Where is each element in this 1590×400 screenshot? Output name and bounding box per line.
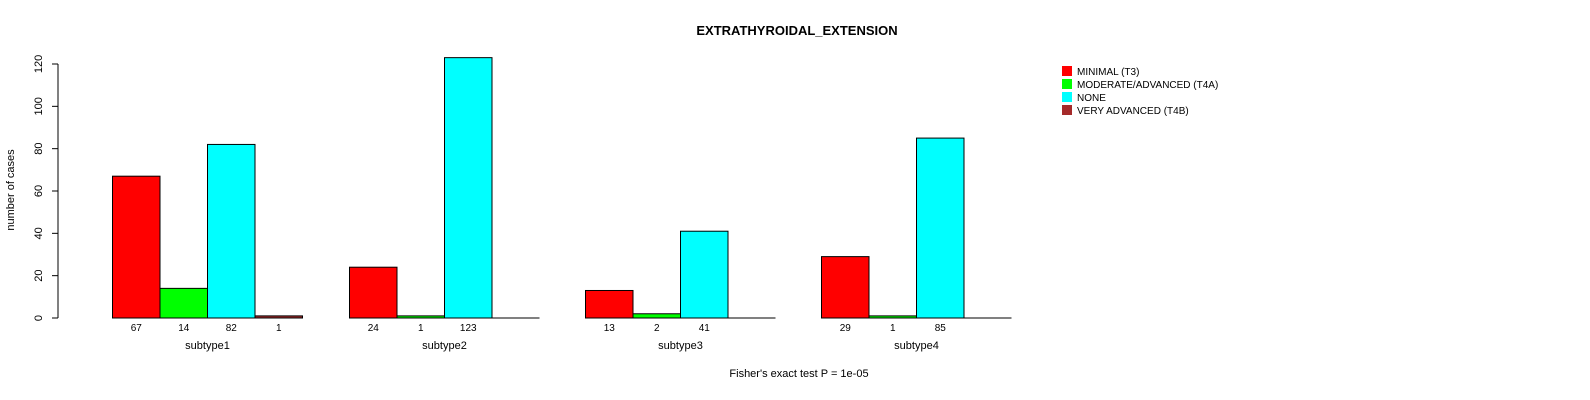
y-axis: 0 20 40 60 80 100 120 bbox=[33, 55, 59, 321]
bar-subtype3-series-2 bbox=[680, 230, 729, 319]
legend-label: MINIMAL (T3) bbox=[1077, 67, 1139, 78]
y-tick-label: 40 bbox=[33, 227, 45, 239]
y-tick-label: 120 bbox=[33, 55, 45, 73]
legend-label: VERY ADVANCED (T4B) bbox=[1077, 106, 1189, 117]
bar-value-label: 1 bbox=[276, 323, 282, 334]
bar-value-label: 2 bbox=[654, 323, 660, 334]
bar-group-subtype2: 24 1 123 subtype2 bbox=[349, 57, 540, 352]
bar-value-label: 85 bbox=[935, 323, 947, 334]
y-tick-label: 20 bbox=[33, 270, 45, 282]
bar-subtype4-series-2 bbox=[916, 137, 965, 319]
y-tick-label: 0 bbox=[33, 315, 45, 321]
bar-value-label: 29 bbox=[840, 323, 852, 334]
y-tick-label: 100 bbox=[33, 97, 45, 115]
bar-subtype2-series-2 bbox=[444, 57, 493, 319]
bar-subtype1-series-1 bbox=[159, 287, 208, 319]
category-label-subtype3: subtype3 bbox=[658, 340, 703, 352]
legend-item: NONE bbox=[1062, 92, 1106, 104]
legend-item: VERY ADVANCED (T4B) bbox=[1062, 105, 1189, 117]
bar-subtype3-series-1 bbox=[632, 313, 681, 319]
bar-group-subtype4: 29 1 85 subtype4 bbox=[821, 137, 1012, 352]
bar-subtype1-series-0 bbox=[112, 175, 161, 319]
legend-item: MODERATE/ADVANCED (T4A) bbox=[1062, 79, 1218, 91]
chart-title: EXTRATHYROIDAL_EXTENSION bbox=[696, 23, 897, 38]
legend: MINIMAL (T3) MODERATE/ADVANCED (T4A) NONE V… bbox=[1062, 66, 1218, 117]
fisher-test-footnote: Fisher's exact test P = 1e-05 bbox=[729, 368, 868, 380]
y-axis-label: number of cases bbox=[5, 149, 17, 231]
bar-subtype2-series-0 bbox=[349, 266, 398, 319]
legend-swatch bbox=[1062, 105, 1072, 115]
bar-value-label: 13 bbox=[604, 323, 616, 334]
bar-value-label: 123 bbox=[460, 323, 477, 334]
bar-value-label: 1 bbox=[890, 323, 896, 334]
bar-subtype1-series-2 bbox=[207, 143, 256, 319]
bar-group-subtype1: 67 14 82 1 subtype1 bbox=[112, 143, 303, 352]
bar-value-label: 1 bbox=[418, 323, 424, 334]
bar-value-label: 67 bbox=[131, 323, 143, 334]
y-tick-label: 80 bbox=[33, 143, 45, 155]
legend-item: MINIMAL (T3) bbox=[1062, 66, 1139, 78]
bar-subtype4-series-0 bbox=[821, 256, 870, 319]
legend-swatch bbox=[1062, 79, 1072, 89]
bar-value-label: 14 bbox=[178, 323, 190, 334]
category-label-subtype1: subtype1 bbox=[185, 340, 230, 352]
bar-value-label: 24 bbox=[368, 323, 380, 334]
bar-subtype3-series-0 bbox=[585, 289, 634, 319]
bar-group-subtype3: 13 2 41 subtype3 bbox=[585, 230, 776, 352]
bar-value-label: 41 bbox=[699, 323, 711, 334]
legend-swatch bbox=[1062, 66, 1072, 76]
bar-value-label: 82 bbox=[226, 323, 238, 334]
category-label-subtype4: subtype4 bbox=[894, 340, 939, 352]
legend-label: NONE bbox=[1077, 93, 1106, 104]
y-tick-label: 60 bbox=[33, 185, 45, 197]
category-label-subtype2: subtype2 bbox=[422, 340, 467, 352]
legend-label: MODERATE/ADVANCED (T4A) bbox=[1077, 80, 1218, 91]
legend-swatch bbox=[1062, 92, 1072, 102]
